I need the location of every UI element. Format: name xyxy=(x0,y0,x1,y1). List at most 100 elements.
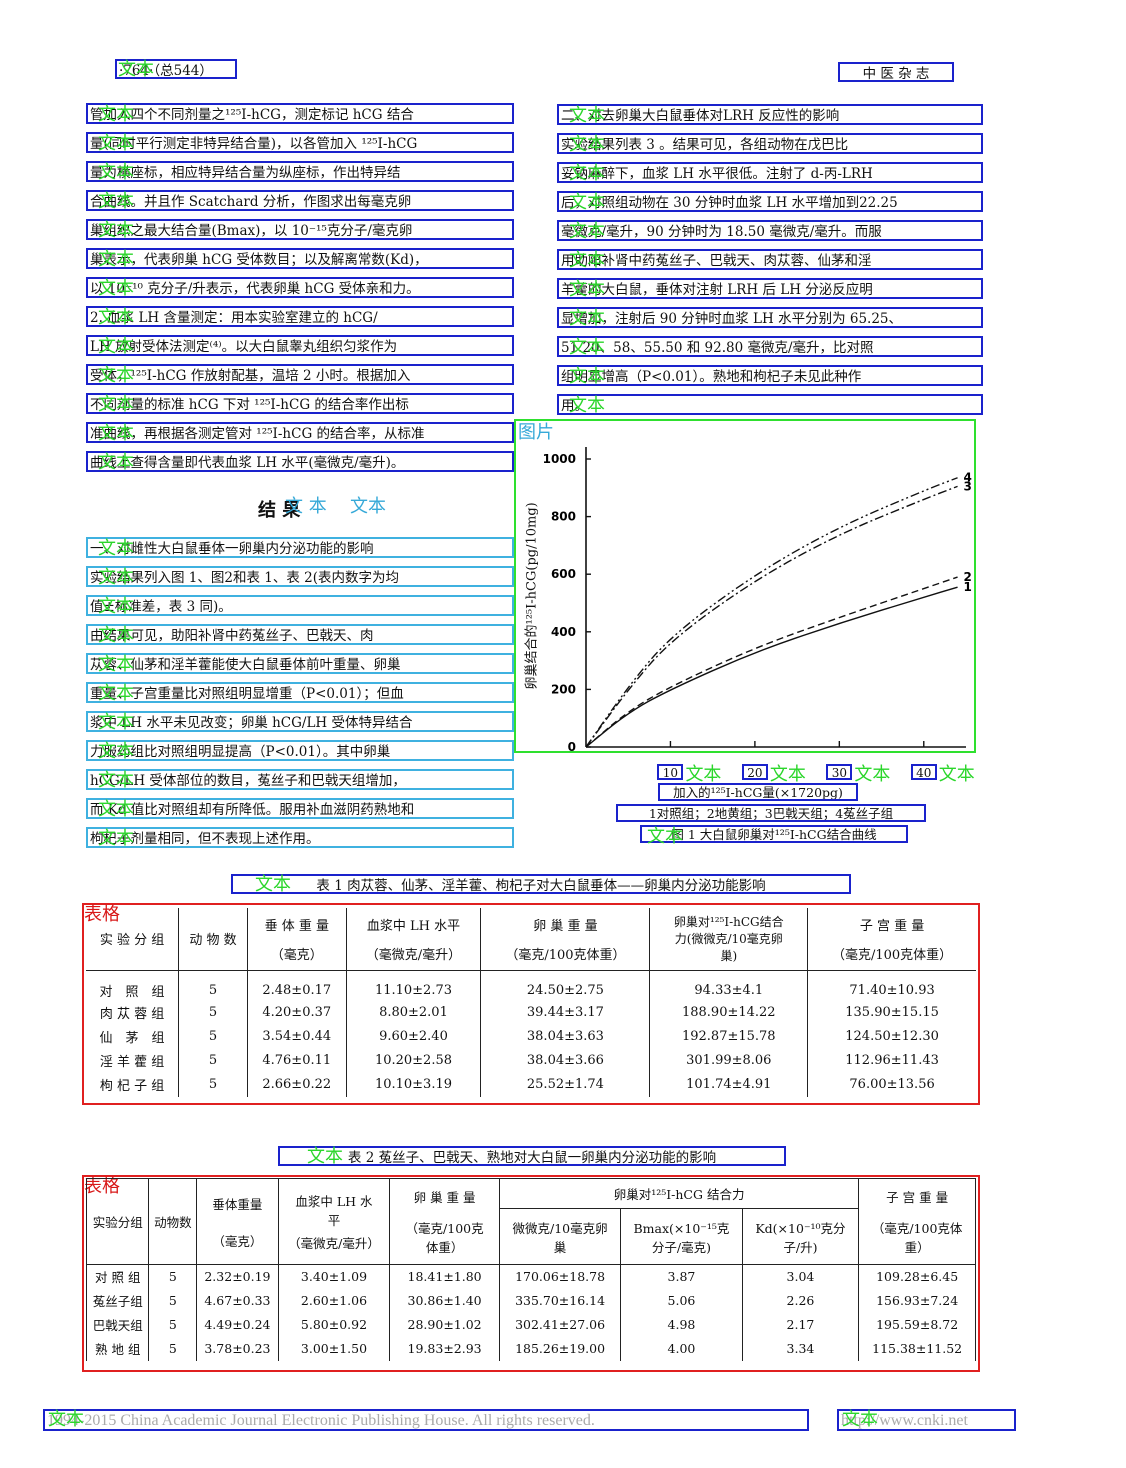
table-row: 菟丝子组 5 4.67±0.33 2.60±1.06 30.86±1.40 335.70±… xyxy=(85,1288,976,1313)
table-cell: 5 xyxy=(178,1000,249,1025)
table-cell: 71.40±10.93 xyxy=(849,982,935,998)
table-cell: 195.59±8.72 xyxy=(858,1312,976,1337)
t2-head-ovary: 卵 巢 重 量（毫克/100克体重） xyxy=(389,1178,500,1265)
y-tick-label: 400 xyxy=(551,625,576,639)
t2-head-binding-b: Bmax(×10⁻¹⁵克分子/毫克) xyxy=(620,1208,743,1265)
left-line: 合曲线。并且作 Scatchard 分析，作图求出每毫克卵 xyxy=(86,190,514,211)
table2-frame xyxy=(82,1175,980,1372)
text-tag: 文本 xyxy=(98,133,134,154)
results-line: 值±标准差，表 3 同)。 xyxy=(86,595,514,616)
table-cell: 对 照 组 xyxy=(86,970,180,1001)
table-cell: 4.49±0.24 xyxy=(196,1312,279,1337)
table-row: 熟 地 组 5 3.78±0.23 3.00±1.50 19.83±2.93 185.26… xyxy=(85,1336,976,1361)
table-cell: 5 xyxy=(148,1312,198,1337)
table-row: 巴戟天组 5 4.49±0.24 5.80±0.92 28.90±1.02 302.41±… xyxy=(85,1312,976,1337)
results-line: 实验结果列入图 1、图2和表 1、表 2(表内数字为均 xyxy=(86,566,514,587)
text-tag: 文本 xyxy=(569,395,605,416)
table-row: 对 照 组 5 2.48±0.17 11.10±2.73 24.50±2.75 94.33… xyxy=(86,970,976,1001)
text-tag: 文 本 xyxy=(285,496,327,517)
table-cell: 38.04±3.63 xyxy=(480,1024,651,1049)
text-tag: 文本 xyxy=(842,1409,878,1430)
t2-head-binding-a: 微微克/10毫克卵巢 xyxy=(498,1208,622,1265)
right-line: 妥钠麻醉下，血浆 LH 水平很低。注射了 d-丙-LRH xyxy=(557,162,983,183)
y-tick-label: 800 xyxy=(551,510,576,524)
table-cell: 5.06 xyxy=(620,1288,743,1313)
table-row: 肉 苁 蓉 组 5 4.20±0.37 8.80±2.01 39.44±3.17 188.… xyxy=(86,1000,976,1025)
table-cell: 4.98 xyxy=(620,1312,743,1337)
left-line: 曲线上查得含量即代表血浆 LH 水平(毫微克/毫升)。 xyxy=(86,451,514,472)
curve-series-4 xyxy=(585,477,958,748)
right-line: 用助阳补肾中药菟丝子、巴戟天、肉苁蓉、仙茅和淫 xyxy=(557,249,983,270)
table-cell: 5 xyxy=(148,1336,198,1361)
text-tag: 文本 xyxy=(569,221,605,242)
copyright-notice: 1994-2015 China Academic Journal Electro… xyxy=(43,1409,809,1431)
curve-series-3 xyxy=(585,485,958,748)
table-cell: 4.76±0.11 xyxy=(247,1048,347,1073)
y-axis-label: 卵巢结合的¹²⁵I-hCG(pg/10mg) xyxy=(524,502,540,690)
table-row: 对 照 组 5 2.32±0.19 3.40±1.09 18.41±1.80 170.06… xyxy=(85,1264,976,1289)
results-line: hCG/LH 受体部位的数目，菟丝子和巴戟天组增加， xyxy=(86,769,514,790)
text-tag: 文本 xyxy=(569,192,605,213)
table-cell: 170.06±18.78 xyxy=(498,1264,622,1289)
table-cell: 3.34 xyxy=(741,1336,860,1361)
table-cell: 5 xyxy=(178,970,249,1001)
right-line: 51.20、58、55.50 和 92.80 毫微克/毫升，比对照 xyxy=(557,336,983,357)
curve-label: 2 xyxy=(964,570,972,584)
table-cell: 2.32±0.19 xyxy=(196,1264,279,1289)
t2-head-group: 实验分组 xyxy=(85,1178,150,1265)
binding-curve-chart: 1000 800 600 400 200 0 12 34 xyxy=(543,447,972,753)
table-cell: 28.90±1.02 xyxy=(389,1312,500,1337)
table-cell: 2.66±0.22 xyxy=(247,1072,347,1097)
x-tick-label: 40 xyxy=(910,764,937,780)
text-tag: 文本 xyxy=(98,336,134,357)
table-cell: 4.67±0.33 xyxy=(196,1288,279,1313)
t1-header-cell: 子 宫 重 量（毫克/100克体重） xyxy=(831,918,953,963)
cnki-link[interactable]: http://www.cnki.net xyxy=(837,1409,1016,1431)
table-cell: 39.44±3.17 xyxy=(480,1000,651,1025)
x-tick-label: 20 xyxy=(741,764,768,780)
table-cell: 109.28±6.45 xyxy=(858,1264,976,1289)
text-tag: 文本 xyxy=(98,365,134,386)
table-cell: 3.04 xyxy=(741,1264,860,1289)
journal-name: 中 医 杂 志 xyxy=(838,62,954,82)
t2-head-binding: 卵巢对¹²⁵I-hCG 结合力 xyxy=(498,1178,860,1209)
results-line: 力服药组比对照组明显提高（P<0.01）。其中卵巢 xyxy=(86,740,514,761)
table-cell: 4.00 xyxy=(620,1336,743,1361)
text-tag: 文本 xyxy=(569,366,605,387)
results-line: 一、对雌性大白鼠垂体一卵巢内分泌功能的影响 xyxy=(86,537,514,558)
right-line: 羊藿的大白鼠，垂体对注射 LRH 后 LH 分泌反应明 xyxy=(557,278,983,299)
left-line: 巢表示，代表卵巢 hCG 受体数目；以及解离常数(Kd)， xyxy=(86,248,514,269)
table-cell: 185.26±19.00 xyxy=(498,1336,622,1361)
t1-header-cell: 垂 体 重 量（毫克） xyxy=(247,908,347,970)
text-tag: 文本 xyxy=(307,1146,343,1167)
page-number: ·764·（总544） xyxy=(115,59,237,79)
table-cell: 10.20±2.58 xyxy=(346,1048,482,1073)
results-line: 而 Kd 值比对照组却有所降低。服用补血滋阴药熟地和 xyxy=(86,798,514,819)
left-line: LH 放射受体法测定⁽⁴⁾。以大白鼠睾丸组织匀浆作为 xyxy=(86,335,514,356)
x-tick-label: 30 xyxy=(826,764,853,780)
y-tick-label: 0 xyxy=(568,740,576,753)
table-cell: 肉 苁 蓉 组 xyxy=(86,1000,180,1025)
t2-head-lh: 血浆中 LH 水 平（毫微克/毫升） xyxy=(277,1178,391,1265)
right-line: 实验结果列表 3 。结果可见，各组动物在戊巴比 xyxy=(557,133,983,154)
results-heading: 结 果 xyxy=(258,500,301,521)
y-tick-label: 600 xyxy=(551,567,576,581)
table-cell: 335.70±16.14 xyxy=(498,1288,622,1313)
text-tag: 文本 xyxy=(98,220,134,241)
text-tag: 文本 xyxy=(48,1409,84,1430)
text-tag: 文本 xyxy=(255,874,291,895)
t1-header-cell: 动 物 数 xyxy=(178,908,249,970)
table-cell: 菟丝子组 xyxy=(85,1288,150,1313)
table-cell: 5 xyxy=(178,1048,249,1073)
table-cell: 3.87 xyxy=(620,1264,743,1289)
y-tick-label: 1000 xyxy=(543,452,576,466)
text-tag: 文本 xyxy=(98,770,134,791)
table-cell: 10.10±3.19 xyxy=(346,1072,482,1097)
text-tag: 文本 xyxy=(98,104,134,125)
text-tag: 文本 xyxy=(98,741,134,762)
text-tag: 文本 xyxy=(938,764,975,785)
results-line: 枸杞子剂量相同，但不表现上述作用。 xyxy=(86,827,514,848)
text-tag: 文本 xyxy=(98,249,134,270)
text-tag: 文本 xyxy=(98,596,134,617)
table-cell: 124.50±12.30 xyxy=(845,1029,939,1044)
